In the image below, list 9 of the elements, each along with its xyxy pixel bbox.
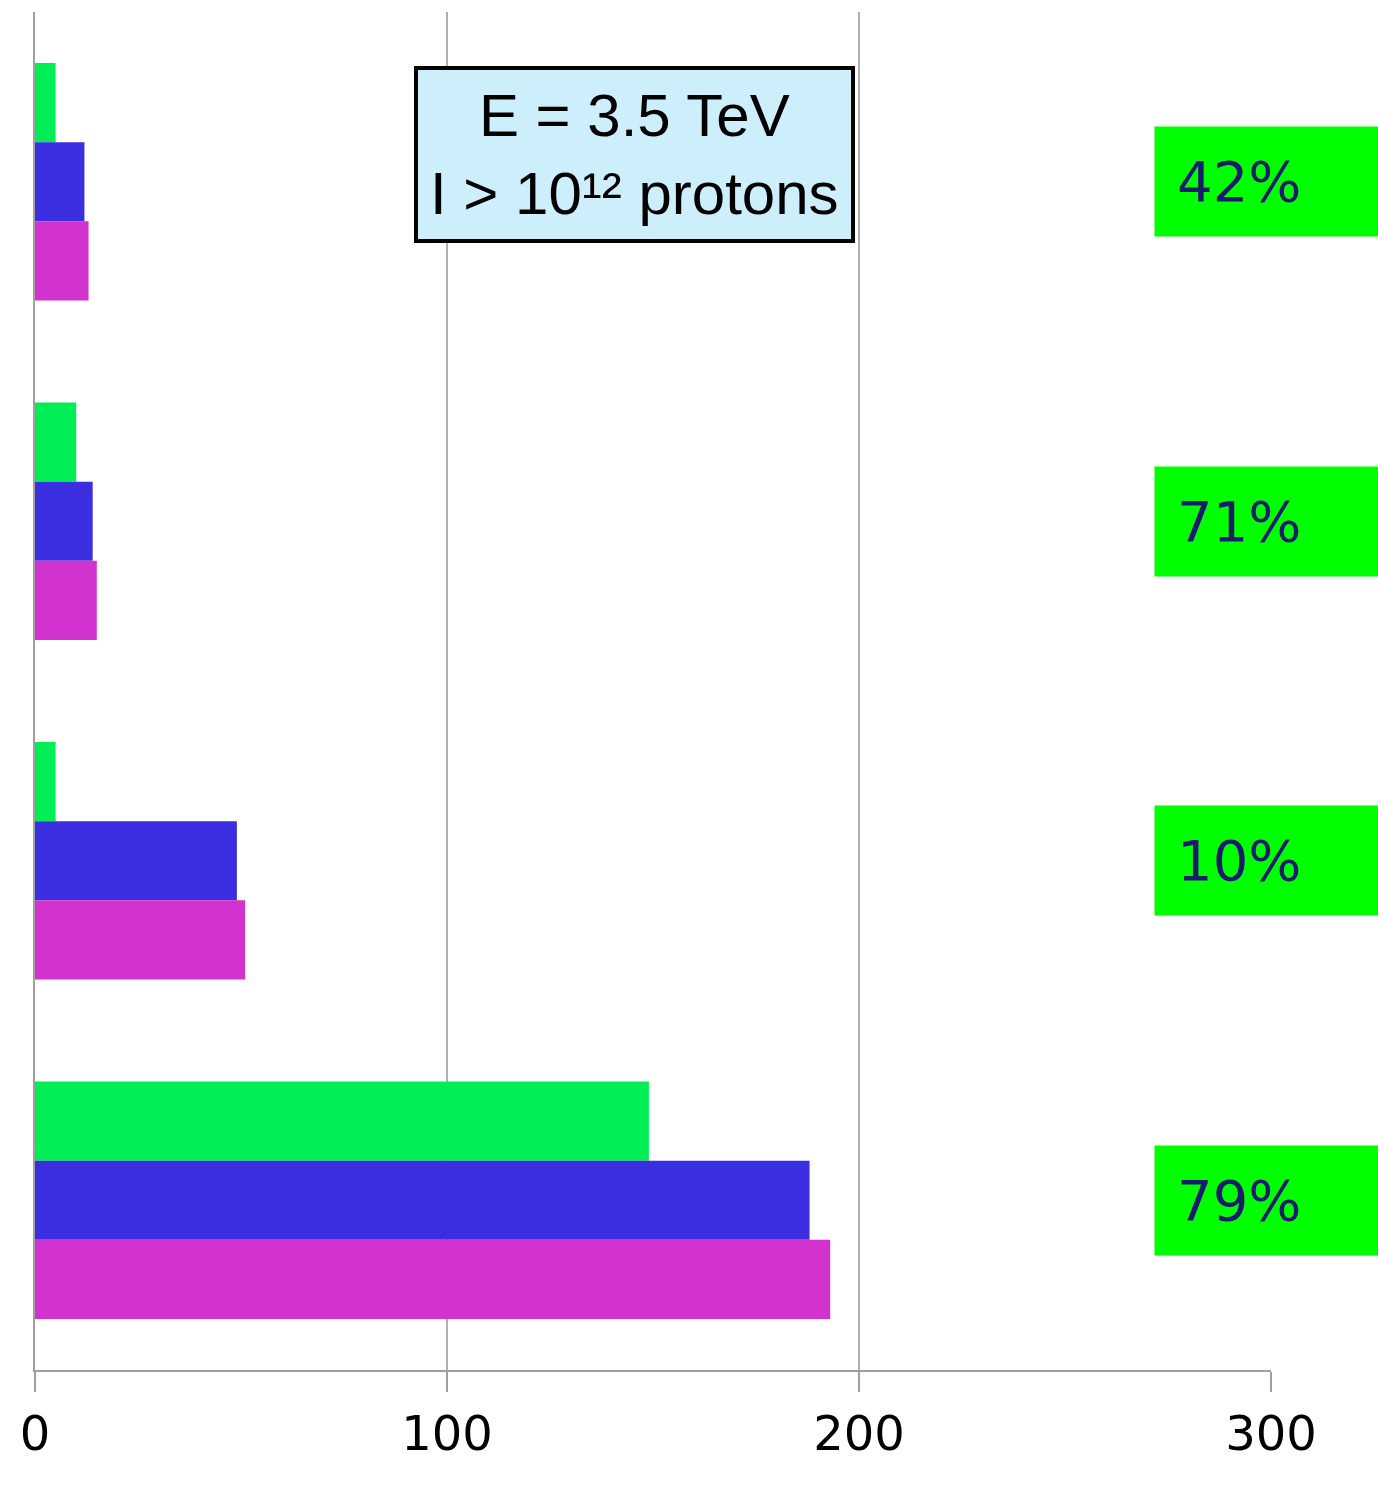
annotation: E = 3.5 TeV I > 10¹² protons bbox=[430, 82, 839, 227]
annotation: 10% bbox=[1177, 828, 1378, 893]
annotation: 71% bbox=[1177, 489, 1378, 554]
x-tick-label: 200 bbox=[813, 1404, 905, 1461]
annotation: 79% bbox=[1177, 1168, 1378, 1233]
x-tick-label: 300 bbox=[1225, 1404, 1317, 1461]
x-tick-label: 100 bbox=[401, 1404, 493, 1461]
x-tick-label: 0 bbox=[19, 1404, 51, 1461]
annotation: 42% bbox=[1177, 149, 1378, 214]
